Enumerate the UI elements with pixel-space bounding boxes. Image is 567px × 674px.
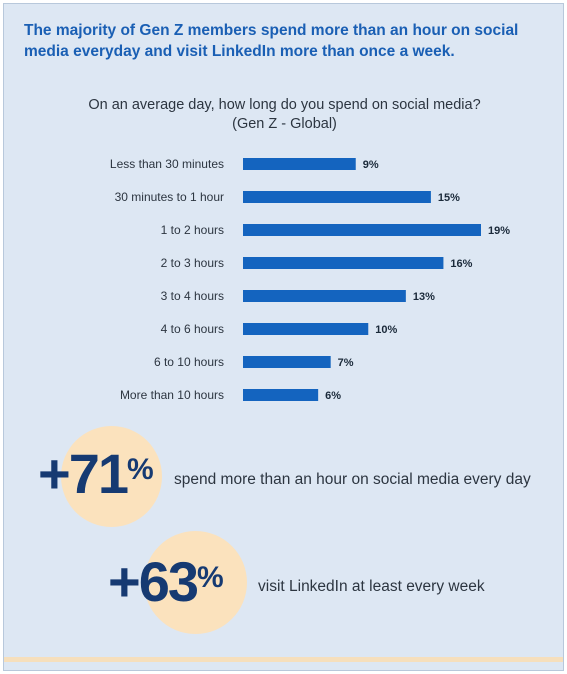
value-label: 16% <box>450 258 472 270</box>
category-label: Less than 30 minutes <box>110 157 224 171</box>
bar-chart: Less than 30 minutes 9% 30 minutes to 1 ho… <box>110 157 510 402</box>
value-label: 6% <box>325 390 341 402</box>
chart-title-block: On an average day, how long do you spend… <box>4 96 563 134</box>
category-label: 1 to 2 hours <box>161 223 224 237</box>
category-label: 30 minutes to 1 hour <box>115 190 224 204</box>
bar <box>243 323 369 335</box>
stat-number-suffix: % <box>197 561 224 594</box>
stat-number: +71% <box>38 444 154 504</box>
stat-number-suffix: % <box>127 453 154 486</box>
stat-number-value: +71 <box>38 442 129 505</box>
stat-number: +63% <box>108 552 224 612</box>
bar <box>243 389 319 401</box>
stat-circle <box>61 426 162 527</box>
bar <box>243 257 444 269</box>
chart-subtitle: (Gen Z - Global) <box>232 116 337 132</box>
headline: The majority of Gen Z members spend more… <box>24 22 519 60</box>
value-label: 10% <box>375 324 397 336</box>
value-label: 13% <box>413 291 435 303</box>
category-label: 3 to 4 hours <box>161 289 224 303</box>
value-label: 9% <box>363 159 379 171</box>
value-label: 15% <box>438 192 460 204</box>
category-label: 2 to 3 hours <box>161 256 224 270</box>
stat-number-value: +63 <box>108 550 199 613</box>
category-label: 6 to 10 hours <box>154 355 224 369</box>
infographic-panel: The majority of Gen Z members spend more… <box>3 3 564 671</box>
value-label: 7% <box>338 357 354 369</box>
value-label: 19% <box>488 225 510 237</box>
bar <box>243 224 481 236</box>
category-label: 4 to 6 hours <box>161 322 224 336</box>
stat-description: visit LinkedIn at least every week <box>258 578 485 595</box>
category-label: More than 10 hours <box>120 388 224 402</box>
bar <box>243 191 431 203</box>
bottom-stripe <box>4 657 563 662</box>
bar <box>243 290 406 302</box>
stat-circle <box>144 531 247 634</box>
bar <box>243 356 331 368</box>
chart-title: On an average day, how long do you spend… <box>88 97 481 113</box>
bar <box>243 158 356 170</box>
stat-description: spend more than an hour on social media … <box>174 471 531 488</box>
